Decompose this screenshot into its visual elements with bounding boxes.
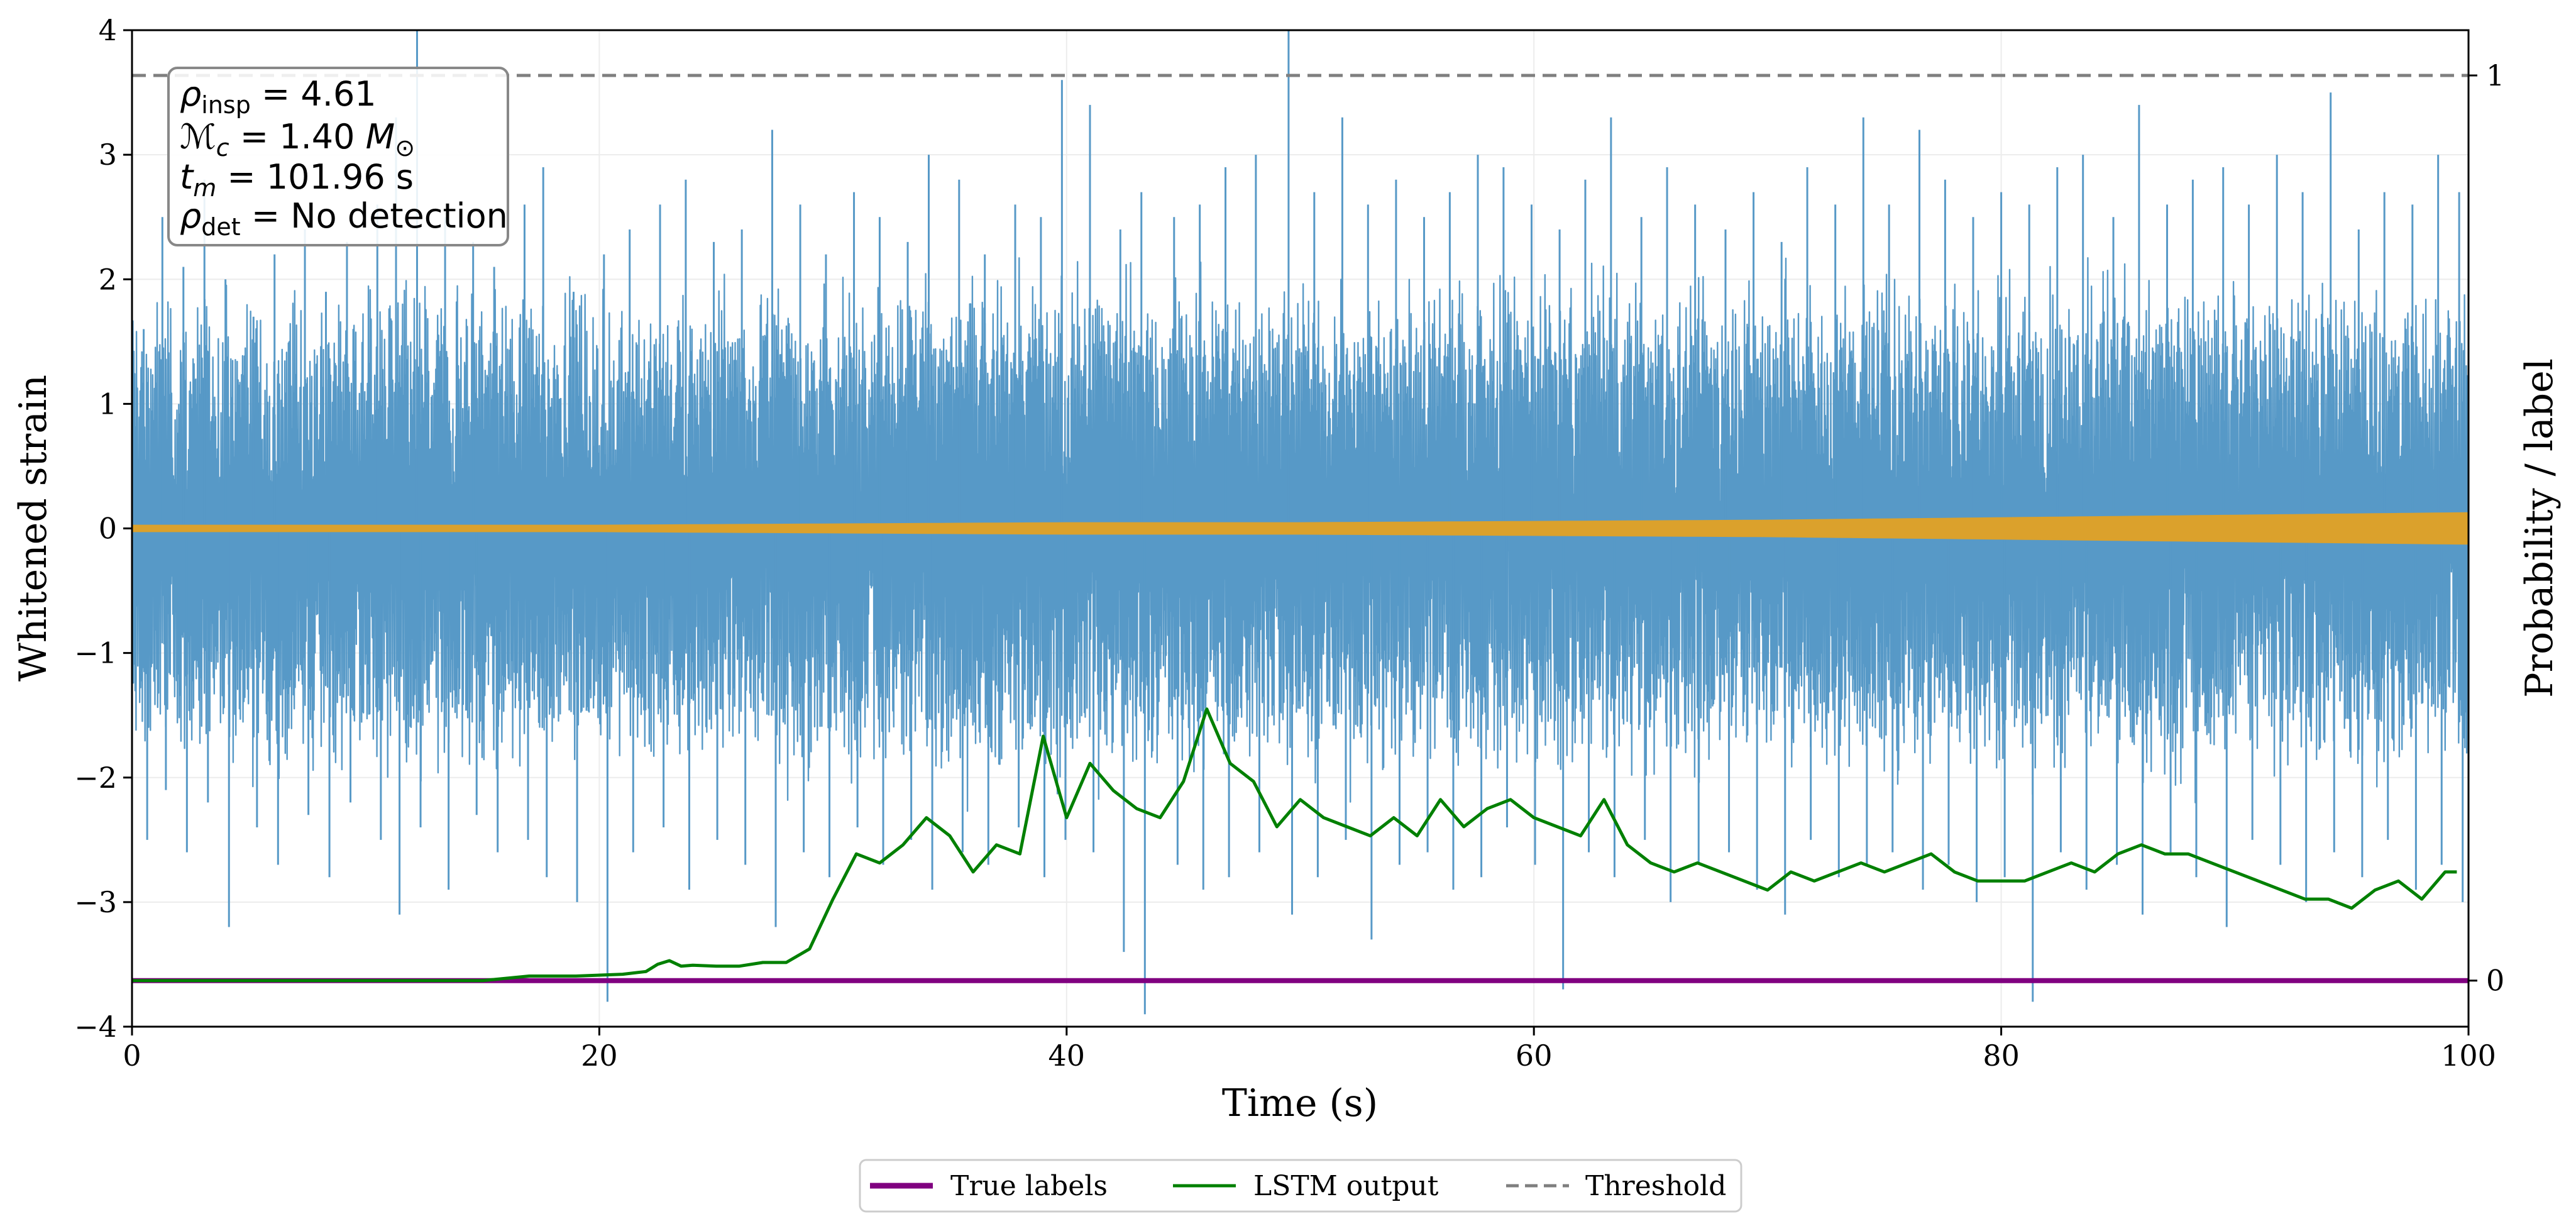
legend: True labels LSTM output Threshold — [859, 1159, 1742, 1213]
x-tick-label: 40 — [1049, 1039, 1086, 1073]
y-tick-label: 4 — [99, 13, 117, 47]
y-tick-label: −1 — [74, 636, 117, 670]
series-lstm-output — [132, 707, 2457, 983]
annotation-line-snr: ρinsp = 4.61 — [180, 74, 377, 119]
y-tick-label: 2 — [99, 262, 117, 296]
strain-signal-band — [132, 512, 2469, 545]
legend-label-true-labels: True labels — [950, 1170, 1108, 1202]
x-tick-label: 60 — [1516, 1039, 1553, 1073]
y-tick-label: 3 — [99, 138, 117, 172]
y-axis-label-right: Probability / label — [2518, 358, 2562, 698]
strain-noise-trace — [132, 257, 2469, 812]
y-right-tick-label: 0 — [2486, 964, 2504, 998]
legend-frame — [859, 1159, 1742, 1213]
x-tick-label: 0 — [123, 1039, 141, 1073]
legend-label-threshold: Threshold — [1585, 1170, 1726, 1202]
annotation-line-detection: ρdet = No detection — [180, 196, 508, 241]
annotation-box: ρinsp = 4.61 ℳc = 1.40 M⊙ tm = 101.96 s … — [167, 67, 509, 246]
y-right-tick-label: 1 — [2486, 58, 2504, 92]
y-tick-label: −3 — [74, 885, 117, 919]
plot-data — [132, 30, 2469, 1015]
annotation-line-chirp-mass: ℳc = 1.40 M⊙ — [180, 117, 415, 162]
annotation-frame — [167, 67, 509, 246]
y-tick-label: −2 — [74, 761, 117, 795]
y-tick-label: −4 — [74, 1010, 117, 1044]
legend-label-lstm-output: LSTM output — [1253, 1170, 1439, 1202]
x-axis-label: Time (s) — [1222, 1081, 1378, 1125]
x-tick-label: 100 — [2441, 1039, 2496, 1073]
x-tick-label: 20 — [581, 1039, 618, 1073]
y-axis-label: Whitened strain — [11, 375, 55, 682]
x-tick-label: 80 — [1983, 1039, 2020, 1073]
annotation-line-merger-time: tm = 101.96 s — [180, 157, 414, 202]
y-tick-label: 1 — [99, 387, 117, 421]
y-tick-label: 0 — [99, 512, 117, 546]
